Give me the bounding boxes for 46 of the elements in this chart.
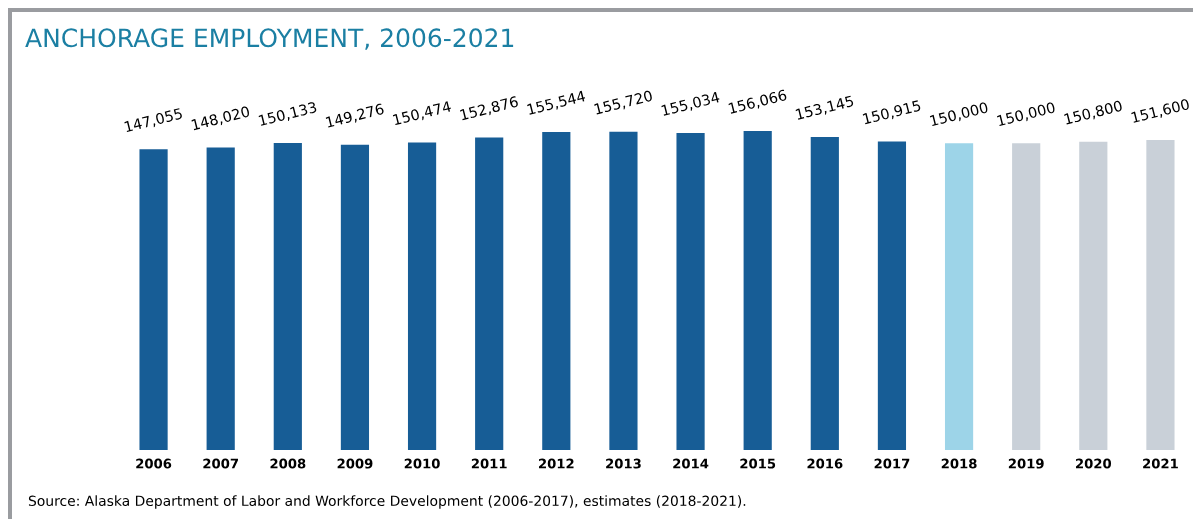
bar bbox=[206, 147, 235, 450]
data-label: 151,600 bbox=[1131, 98, 1191, 125]
chart-title: ANCHORAGE EMPLOYMENT, 2006-2021 bbox=[25, 28, 514, 50]
bar bbox=[743, 130, 772, 450]
x-tick-label: 2007 bbox=[203, 458, 238, 469]
x-tick-label: 2017 bbox=[874, 458, 910, 469]
bar bbox=[944, 143, 974, 450]
bar bbox=[609, 131, 638, 450]
x-tick-label: 2010 bbox=[404, 458, 440, 469]
data-label: 150,000 bbox=[929, 101, 989, 128]
x-tick-label: 2021 bbox=[1143, 458, 1178, 469]
bar bbox=[407, 142, 437, 450]
x-tick-label: 2013 bbox=[606, 458, 641, 469]
x-tick-label: 2009 bbox=[337, 458, 373, 469]
x-tick-label: 2015 bbox=[740, 458, 776, 469]
bar bbox=[542, 132, 571, 450]
x-tick-label: 2008 bbox=[270, 458, 306, 469]
x-tick-label: 2016 bbox=[807, 458, 843, 469]
bar bbox=[676, 133, 705, 450]
x-tick-label: 2019 bbox=[1008, 458, 1044, 469]
data-label: 155,034 bbox=[661, 91, 721, 118]
data-label: 148,020 bbox=[191, 105, 251, 132]
bar bbox=[139, 149, 168, 450]
bar bbox=[810, 136, 839, 450]
source-note: Source: Alaska Department of Labor and Workforce Development (2006-2017), estimates (2018-2021). bbox=[28, 495, 746, 509]
bar bbox=[1079, 141, 1108, 450]
bar bbox=[340, 144, 370, 450]
data-label: 150,000 bbox=[996, 101, 1056, 128]
data-label: 150,474 bbox=[392, 100, 452, 127]
x-tick-label: 2020 bbox=[1075, 458, 1112, 469]
data-label: 155,544 bbox=[527, 90, 587, 117]
x-tick-label: 2014 bbox=[673, 458, 709, 469]
bar bbox=[273, 143, 302, 450]
data-label: 147,055 bbox=[124, 107, 183, 134]
data-label: 150,133 bbox=[258, 101, 318, 128]
data-label: 152,876 bbox=[459, 95, 519, 122]
data-label: 153,145 bbox=[795, 95, 855, 122]
bar bbox=[1012, 143, 1041, 450]
data-label: 150,915 bbox=[862, 99, 922, 126]
bar bbox=[877, 141, 907, 450]
x-tick-label: 2018 bbox=[941, 458, 977, 469]
bar bbox=[475, 137, 504, 450]
x-tick-label: 2011 bbox=[471, 458, 507, 469]
x-tick-label: 2012 bbox=[538, 458, 574, 469]
x-tick-label: 2006 bbox=[136, 458, 172, 469]
bar bbox=[1146, 140, 1175, 450]
